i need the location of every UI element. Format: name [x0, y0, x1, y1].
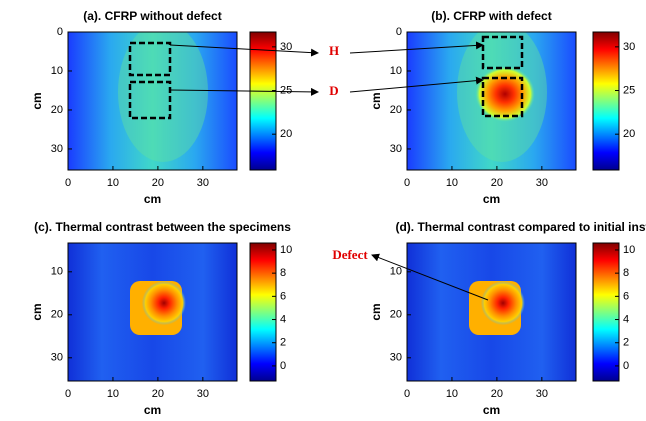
heatmap-image	[68, 32, 237, 170]
heatmap-image	[407, 32, 576, 170]
y-axis-label: cm	[30, 92, 44, 109]
x-axis-label: cm	[144, 192, 161, 206]
y-tick-label: 30	[51, 143, 63, 155]
x-tick-label: 30	[536, 177, 548, 189]
x-tick-label: 30	[536, 388, 548, 400]
annotation: H	[329, 43, 339, 58]
arrow	[349, 76, 484, 93]
y-tick-label: 10	[390, 65, 402, 77]
y-tick-label: 20	[390, 309, 402, 321]
colorbar-tick-label: 2	[623, 337, 629, 349]
y-axis-label: cm	[369, 92, 383, 109]
y-tick-label: 30	[390, 143, 402, 155]
colorbar-tick-label: 30	[280, 41, 292, 53]
heatmap-core	[142, 281, 186, 325]
colorbar-tick-label: 6	[280, 290, 286, 302]
x-tick-label: 20	[152, 177, 164, 189]
heatmap-core	[481, 281, 525, 325]
heatmap-image	[407, 243, 576, 381]
heatmap-bg	[68, 32, 237, 170]
arrow	[169, 87, 319, 96]
colorbar-tick-label: 25	[623, 84, 635, 96]
x-tick-label: 10	[446, 388, 458, 400]
colorbar-tick-label: 10	[280, 244, 292, 256]
x-tick-label: 10	[107, 388, 119, 400]
colorbar-tick-label: 0	[280, 360, 286, 372]
panel-title: (b). CFRP with defect	[431, 9, 551, 23]
x-tick-label: 20	[491, 388, 503, 400]
colorbar	[592, 242, 620, 382]
x-axis-label: cm	[483, 403, 500, 416]
x-tick-label: 30	[197, 177, 209, 189]
arrow	[349, 41, 484, 54]
axes-frame	[67, 31, 238, 171]
colorbar-tick-label: 8	[623, 267, 629, 279]
panel-title: (c). Thermal contrast between the specim…	[34, 220, 291, 234]
colorbar-tick-label: 8	[280, 267, 286, 279]
x-tick-label: 20	[491, 177, 503, 189]
y-tick-label: 10	[51, 266, 63, 278]
x-tick-label: 0	[404, 177, 410, 189]
colorbar-tick-label: 25	[280, 84, 292, 96]
x-tick-label: 20	[152, 388, 164, 400]
y-tick-label: 10	[51, 65, 63, 77]
heatmap-warm	[118, 32, 208, 162]
annotation: D	[329, 83, 338, 98]
colorbar	[249, 242, 277, 382]
region-box	[128, 80, 172, 120]
y-tick-label: 10	[390, 266, 402, 278]
colorbar-tick-label: 20	[280, 128, 292, 140]
annotation: Defect	[332, 247, 368, 262]
arrow	[371, 253, 489, 301]
axes-frame	[406, 242, 577, 382]
colorbar-tick-label: 0	[623, 360, 629, 372]
axes-frame	[406, 31, 577, 171]
colorbar-tick-label: 4	[623, 313, 629, 325]
colorbar	[249, 31, 277, 171]
panel-title: (d). Thermal contrast compared to initia…	[395, 220, 646, 234]
x-tick-label: 30	[197, 388, 209, 400]
x-tick-label: 10	[446, 177, 458, 189]
y-axis-label: cm	[369, 303, 383, 320]
x-tick-label: 0	[65, 388, 71, 400]
y-axis-label: cm	[30, 303, 44, 320]
colorbar	[592, 31, 620, 171]
region-box	[128, 41, 172, 77]
region-box	[481, 76, 524, 118]
panel-title: (a). CFRP without defect	[83, 9, 221, 23]
y-tick-label: 0	[57, 26, 63, 38]
axes-frame	[67, 242, 238, 382]
x-tick-label: 0	[65, 177, 71, 189]
y-tick-label: 30	[51, 352, 63, 364]
y-tick-label: 30	[390, 352, 402, 364]
x-axis-label: cm	[144, 403, 161, 416]
y-tick-label: 20	[51, 104, 63, 116]
y-tick-label: 20	[390, 104, 402, 116]
heatmap-hot	[475, 66, 535, 122]
x-axis-label: cm	[483, 192, 500, 206]
colorbar-tick-label: 2	[280, 337, 286, 349]
heatmap-image	[68, 243, 237, 381]
colorbar-tick-label: 10	[623, 244, 635, 256]
colorbar-tick-label: 4	[280, 313, 286, 325]
colorbar-tick-label: 6	[623, 290, 629, 302]
x-tick-label: 0	[404, 388, 410, 400]
colorbar-tick-label: 20	[623, 128, 635, 140]
colorbar-tick-label: 30	[623, 41, 635, 53]
arrow	[169, 44, 319, 57]
region-box	[481, 35, 524, 70]
y-tick-label: 0	[396, 26, 402, 38]
y-tick-label: 20	[51, 309, 63, 321]
x-tick-label: 10	[107, 177, 119, 189]
